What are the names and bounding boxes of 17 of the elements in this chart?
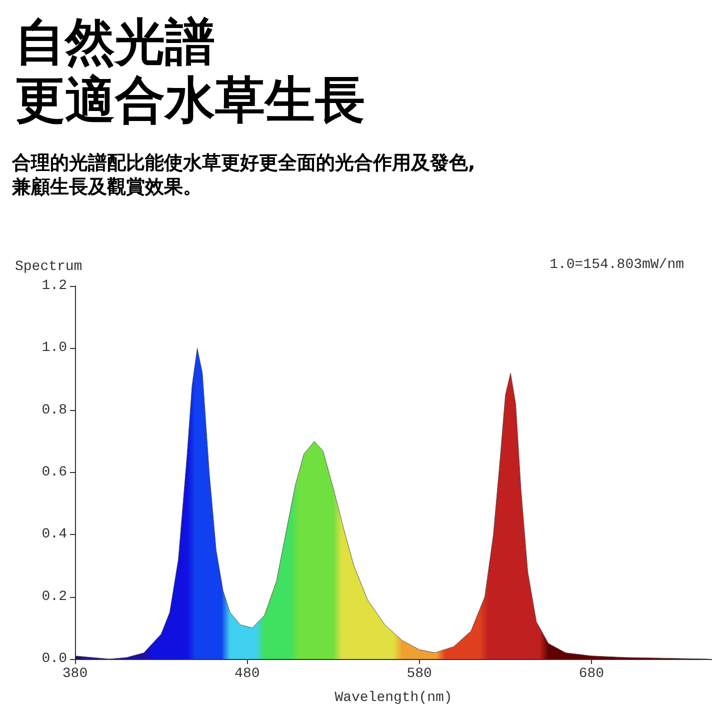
y-tick-label: 0.6 [42, 464, 67, 480]
x-tick-label: 480 [234, 666, 260, 682]
x-axis-title: Wavelength(nm) [334, 690, 452, 706]
text: 1.0=154.803mW/nm [550, 257, 684, 273]
y-tick-label: 1.0 [42, 340, 67, 356]
y-tick-label: 0.2 [42, 588, 67, 605]
chart-title: 自然光譜 [15, 13, 215, 71]
chart-subtitle: 更適合水草生長 [15, 71, 365, 129]
text: 合理的光譜配比能使水草更好更全面的光合作用及發色,兼顧生長及觀賞效果。 [11, 152, 476, 198]
x-tick-label: 580 [406, 666, 432, 682]
y-tick-label: 0.8 [42, 402, 67, 418]
x-tick-label: 380 [62, 666, 88, 682]
y-tick-label: 0.4 [42, 526, 67, 543]
y-axis-title: Spectrum [15, 259, 82, 275]
x-tick-label: 680 [578, 666, 604, 682]
y-tick-label: 1.2 [42, 278, 67, 294]
y-tick-label: 0.0 [42, 651, 67, 667]
